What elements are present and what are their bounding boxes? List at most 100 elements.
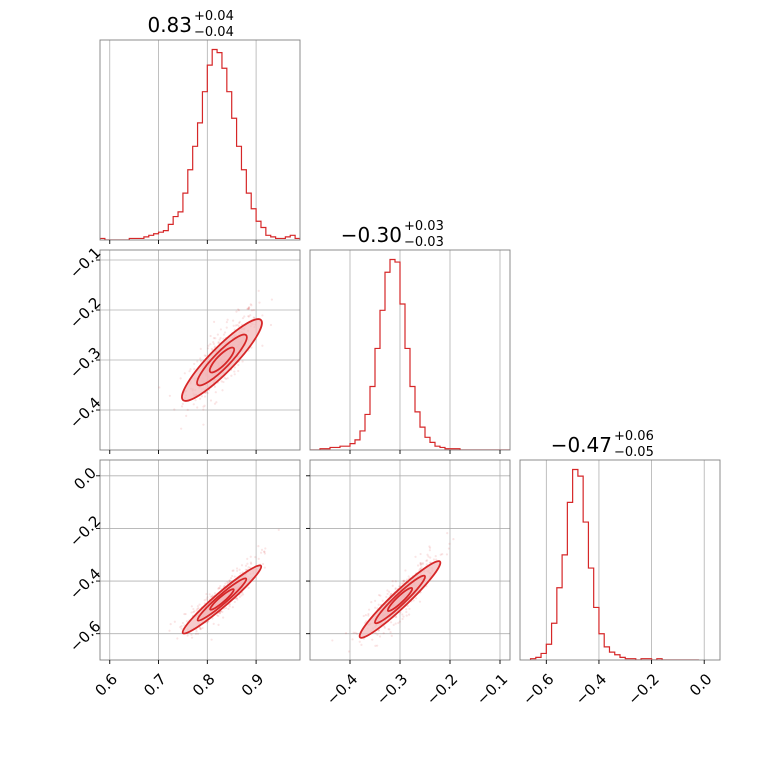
panel-title-value: 0.83: [147, 13, 192, 37]
scatter-point: [210, 638, 213, 641]
scatter-point: [445, 553, 449, 556]
scatter-point: [198, 603, 201, 606]
scatter-point: [219, 328, 223, 331]
scatter-point: [258, 301, 261, 304]
scatter-point: [224, 582, 227, 585]
scatter-point: [408, 613, 411, 616]
scatter-point: [401, 617, 404, 621]
scatter-point: [394, 588, 397, 591]
scatter-point: [224, 606, 228, 610]
scatter-point: [270, 298, 273, 301]
scatter-point: [222, 333, 226, 336]
scatter-point: [419, 561, 422, 565]
contour-level-2: [386, 586, 414, 612]
scatter-point: [263, 566, 266, 569]
scatter-point: [262, 550, 266, 553]
scatter-point: [351, 638, 354, 641]
scatter-point: [428, 561, 432, 564]
scatter-point: [364, 614, 367, 617]
scatter-point: [221, 389, 224, 392]
scatter-point: [252, 316, 255, 319]
scatter-point: [186, 408, 189, 411]
scatter-point: [218, 612, 221, 615]
scatter-point: [238, 595, 241, 599]
scatter-point: [228, 579, 231, 582]
scatter-point: [358, 640, 361, 643]
scatter-point: [199, 627, 202, 631]
scatter-point: [257, 557, 260, 560]
scatter-point: [194, 399, 197, 402]
scatter-point: [254, 555, 257, 559]
scatter-point: [360, 643, 363, 646]
panel-title-plus-error: +0.06: [614, 429, 654, 444]
scatter-point: [209, 334, 212, 338]
panel-title-minus-error: −0.05: [614, 445, 654, 460]
scatter-point: [250, 562, 253, 565]
scatter-point: [212, 340, 215, 344]
scatter-point: [193, 362, 196, 366]
scatter-point: [209, 343, 212, 346]
scatter-point: [371, 638, 374, 641]
scatter-point: [434, 555, 437, 558]
scatter-point: [247, 315, 251, 318]
scatter-point: [231, 606, 234, 609]
y-tick-label: −0.1: [66, 244, 104, 282]
scatter-point: [381, 599, 384, 602]
plot-area: [100, 460, 300, 660]
scatter-point: [367, 612, 370, 616]
scatter-point: [181, 402, 184, 405]
scatter-point: [412, 599, 415, 602]
scatter-point: [370, 600, 373, 604]
scatter-point: [222, 380, 225, 384]
scatter-point: [386, 592, 389, 596]
scatter-point: [207, 344, 210, 347]
scatter-point: [377, 603, 380, 606]
scatter-point: [233, 600, 236, 604]
scatter-point: [213, 402, 217, 405]
scatter-point: [169, 623, 172, 626]
scatter-point: [168, 394, 171, 397]
scatter-point: [222, 337, 225, 340]
scatter-point: [226, 582, 230, 585]
scatter-point: [208, 593, 211, 596]
scatter-point: [428, 549, 431, 552]
scatter-point: [246, 557, 249, 560]
scatter-point: [214, 391, 217, 394]
scatter-point: [210, 347, 213, 350]
scatter-point: [226, 581, 229, 584]
scatter-point: [263, 550, 266, 553]
scatter-point: [209, 399, 213, 402]
scatter-point: [247, 315, 250, 318]
scatter-point: [189, 368, 192, 371]
y-tick-label: −0.2: [66, 512, 104, 550]
scatter-point: [435, 558, 438, 561]
scatter-point: [202, 423, 205, 426]
scatter-point: [226, 377, 229, 380]
scatter-point: [425, 563, 429, 566]
scatter-point: [180, 627, 183, 630]
scatter-point: [402, 615, 405, 618]
scatter-point: [219, 336, 222, 340]
scatter-point: [217, 340, 220, 344]
scatter-point: [217, 623, 220, 626]
scatter-point: [196, 605, 200, 608]
scatter-point: [374, 644, 377, 647]
scatter-point: [421, 562, 424, 566]
scatter-point: [216, 614, 219, 617]
scatter-point: [261, 562, 265, 566]
scatter-point: [168, 629, 171, 632]
x-tick-label: 0.6: [91, 670, 121, 700]
scatter-point: [212, 320, 216, 323]
scatter-point: [365, 620, 368, 623]
x-tick-label: 0.0: [686, 670, 716, 700]
scatter-point: [236, 308, 240, 311]
plot-area: [310, 460, 510, 660]
scatter-point: [223, 585, 226, 588]
scatter-point: [247, 566, 250, 569]
scatter-point: [192, 607, 195, 611]
scatter-point: [176, 637, 179, 640]
scatter-point: [179, 625, 182, 629]
scatter-point: [218, 586, 221, 589]
scatter-point: [234, 324, 238, 327]
scatter-point: [391, 580, 394, 583]
